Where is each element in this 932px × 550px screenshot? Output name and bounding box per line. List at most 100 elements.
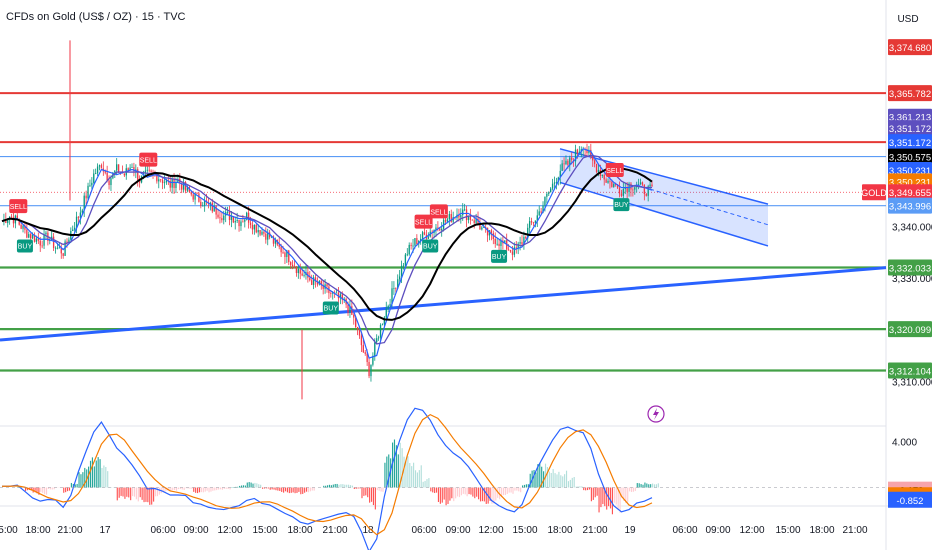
candle-body xyxy=(226,212,229,213)
candle-body xyxy=(450,214,452,222)
candle-body xyxy=(150,170,152,172)
macd-histogram-bar xyxy=(156,487,158,497)
time-tick-label: 12:00 xyxy=(739,525,764,536)
price-label-text: 3,351.172 xyxy=(889,124,931,135)
symbol-tag-label: GOLD xyxy=(861,188,887,198)
macd-histogram-bar xyxy=(470,487,472,495)
candle-body xyxy=(293,266,296,268)
candle-body xyxy=(540,211,542,213)
macd-histogram-bar xyxy=(263,487,266,489)
sell-marker-label: SELL xyxy=(140,158,157,165)
macd-histogram-bar xyxy=(596,487,598,496)
macd-histogram-bar xyxy=(529,473,531,488)
candle-body xyxy=(544,196,546,206)
macd-histogram-bar xyxy=(139,487,141,498)
macd-histogram-bar xyxy=(336,483,338,488)
macd-histogram-bar xyxy=(634,487,636,491)
macd-histogram-bar xyxy=(132,487,134,497)
candle-body xyxy=(395,288,397,289)
candle-body xyxy=(240,221,242,227)
candle-body xyxy=(563,163,565,165)
macd-histogram-bar xyxy=(88,466,90,488)
chart-title: CFDs on Gold (US$ / OZ) · 15 · TVC xyxy=(6,11,186,23)
macd-histogram-bar xyxy=(24,487,27,491)
macd-histogram-bar xyxy=(44,487,46,495)
macd-histogram-bar xyxy=(508,487,510,493)
candle-body xyxy=(509,249,512,252)
price-label-text: 3,374.680 xyxy=(889,43,931,54)
macd-histogram-bar xyxy=(604,487,606,507)
candle-body xyxy=(519,242,521,244)
candle-body xyxy=(376,338,378,343)
macd-histogram-bar xyxy=(514,487,516,491)
sell-marker-label: SELL xyxy=(10,204,27,211)
candle-body xyxy=(528,221,531,228)
candle-body xyxy=(330,293,332,294)
candle-body xyxy=(244,219,246,222)
macd-histogram-bar xyxy=(170,487,172,491)
time-tick-label: 06:00 xyxy=(411,525,436,536)
candle-body xyxy=(223,215,225,221)
macd-histogram-bar xyxy=(197,487,199,494)
macd-histogram-bar xyxy=(382,487,384,492)
candle-body xyxy=(471,219,473,221)
candle-body xyxy=(404,254,407,266)
macd-histogram-bar xyxy=(313,487,315,491)
macd-histogram-bar xyxy=(80,474,82,488)
macd-histogram-bar xyxy=(374,487,376,510)
macd-histogram-bar xyxy=(63,487,65,493)
macd-histogram-bar xyxy=(535,472,537,488)
buy-marker-label: BUY xyxy=(18,244,33,251)
candle-body xyxy=(597,169,600,173)
macd-histogram-bar xyxy=(609,487,612,509)
macd-histogram-bar xyxy=(409,462,411,488)
candle-body xyxy=(87,185,89,199)
macd-histogram-bar xyxy=(175,487,178,491)
candle-body xyxy=(551,183,554,189)
macd-histogram-bar xyxy=(348,484,350,488)
macd-histogram-bar xyxy=(533,470,535,488)
candle-body xyxy=(171,178,173,188)
macd-histogram-bar xyxy=(619,487,621,513)
candle-body xyxy=(312,277,315,285)
macd-histogram-bar xyxy=(384,462,386,488)
candle-body xyxy=(133,167,135,172)
candle-body xyxy=(127,168,129,171)
macd-histogram-bar xyxy=(472,487,474,497)
candle-body xyxy=(100,165,103,169)
candle-body xyxy=(297,269,299,274)
price-label-box xyxy=(888,197,932,214)
candle-body xyxy=(146,169,148,171)
time-tick-label: 09:00 xyxy=(445,525,470,536)
candle-body xyxy=(156,174,158,182)
macd-histogram-bar xyxy=(399,442,401,488)
macd-histogram-bar xyxy=(479,487,482,502)
buy-marker xyxy=(322,301,339,315)
macd-histogram-bar xyxy=(340,484,342,488)
macd-histogram-bar xyxy=(47,487,50,489)
candle-body xyxy=(85,195,87,199)
candle-body xyxy=(339,294,342,299)
buy-marker xyxy=(613,198,630,212)
price-label-text: 3,320.099 xyxy=(889,325,931,336)
price-label-text: 3,332.033 xyxy=(889,263,931,274)
macd-histogram-bar xyxy=(372,487,375,506)
candle-body xyxy=(194,193,196,200)
candle-body xyxy=(538,211,540,216)
time-tick-label: 18:00 xyxy=(809,525,834,536)
macd-histogram-bar xyxy=(195,487,197,493)
macd-histogram-bar xyxy=(585,487,587,491)
candle-body xyxy=(68,239,70,243)
macd-histogram-bar xyxy=(338,484,340,488)
macd-histogram-bar xyxy=(397,454,399,488)
macd-histogram-bar xyxy=(523,484,526,488)
time-tick-label: 18 xyxy=(362,525,374,536)
candle-body xyxy=(203,200,206,206)
currency-label: USD xyxy=(897,14,918,25)
macd-histogram-bar xyxy=(606,487,608,510)
macd-label-box xyxy=(888,491,932,508)
candle-body xyxy=(507,249,510,251)
candle-body xyxy=(54,247,57,249)
macd-histogram-bar xyxy=(403,456,405,488)
